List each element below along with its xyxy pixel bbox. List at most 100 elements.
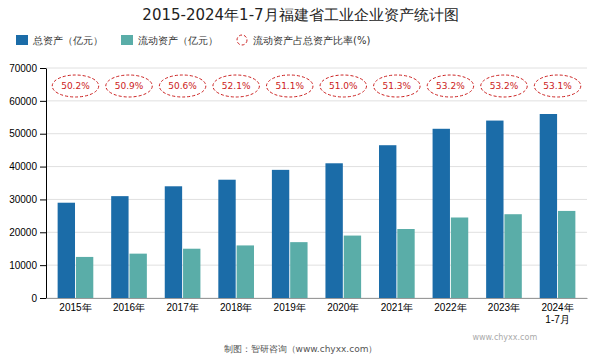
y-tick-label: 70000 [9,63,37,74]
bar [165,186,182,298]
x-tick: 2021年 [381,302,413,313]
bar [272,170,289,298]
y-tick-label: 20000 [9,227,37,238]
ratio-ellipse [320,75,366,97]
y-tick-mark [40,265,46,266]
y-tick-label: 0 [31,293,37,304]
bar [111,196,128,298]
x-tick-label: 2022年 [434,302,466,313]
y-tick: 0 [31,293,46,304]
x-tick-label: 2015年 [59,302,91,313]
ratio-label: 50.2% [61,81,90,91]
y-tick-mark [40,101,46,102]
grid-line [46,68,587,69]
x-tick-label: 2016年 [113,302,145,313]
legend-symbol [121,35,133,45]
ratio-ellipse [534,75,580,97]
legend-item: 流动资产占总资产比率(%) [237,35,370,46]
ratio-label: 53.1% [543,81,572,91]
y-tick-mark [40,134,46,135]
ratio-label: 50.9% [115,81,144,91]
x-tick: 2023年 [488,302,520,313]
y-tick-mark [40,298,46,299]
bar [486,121,503,298]
legend-symbol [237,35,247,45]
y-tick: 50000 [9,128,46,139]
bar [558,211,575,298]
x-tick-label: 2024年1-7月 [541,302,573,325]
ratio-label: 53.2% [436,81,465,91]
grid-line [46,100,587,101]
bar [433,129,450,298]
bar [76,257,93,298]
ratio-labels: 50.2%50.9%50.6%52.1%51.1%51.0%51.3%53.2%… [52,75,581,97]
y-tick: 30000 [9,194,46,205]
x-tick-label: 2019年 [274,302,306,313]
bar [504,214,521,298]
x-tick: 2020年 [327,302,359,313]
bar [379,145,396,298]
y-tick-mark [40,68,46,69]
watermark: www.chyxx.com [472,333,537,342]
ratio-ellipse [481,75,527,97]
ratio-label: 51.0% [329,81,358,91]
x-axis: 2015年 2016年 2017年 2018年 2019年 2020年 2021年 2022年… [47,299,588,325]
legend-label: 流动资产占总资产比率(%) [253,35,370,46]
y-axis: 0 10000 20000 30000 40000 50000 60000 70000 [9,63,46,304]
grid-line [46,166,587,167]
chart: 2015-2024年1-7月福建省工业企业资产统计图01000020000300… [0,0,601,356]
bar-series [58,114,557,298]
ratio-label: 52.1% [222,81,251,91]
grid [46,68,587,298]
x-tick: 2017年 [166,302,198,313]
y-tick: 70000 [9,63,46,74]
legend-label: 流动资产（亿元） [138,35,218,46]
y-tick-mark [40,232,46,233]
x-tick-label: 2023年 [488,302,520,313]
ratio-ellipse [374,75,420,97]
bar [397,229,414,298]
bar [540,114,557,298]
bar [344,236,361,298]
x-axis-line [47,298,588,299]
y-tick: 20000 [9,227,46,238]
x-tick: 2019年 [274,302,306,313]
bar-series [76,211,575,298]
x-tick-label: 2018年 [220,302,252,313]
y-tick: 10000 [9,260,46,271]
legend-item: 流动资产（亿元） [121,35,218,46]
y-tick: 40000 [9,161,46,172]
y-tick-mark [40,167,46,168]
bar [183,249,200,298]
x-tick-label: 2020年 [327,302,359,313]
plot: 0 10000 20000 30000 40000 50000 60000 70000 2015… [9,63,587,325]
y-axis-line [46,69,47,299]
grid-line [46,133,587,134]
bar [325,163,342,298]
x-tick: 2015年 [59,302,91,313]
ratio-ellipse [427,75,473,97]
footer: 制图：智研咨询（www.chyxx.com） [224,344,378,354]
bar [218,180,235,298]
ratio-ellipse [106,75,152,97]
bar [451,218,468,299]
legend-item: 总资产（亿元） [16,35,103,46]
y-tick: 60000 [9,96,46,107]
y-tick-label: 40000 [9,161,37,172]
bar [58,203,75,298]
x-tick-label: 2021年 [381,302,413,313]
x-tick: 2016年 [113,302,145,313]
x-tick: 2024年1-7月 [541,302,573,325]
y-tick-mark [40,199,46,200]
ratio-ellipse [52,75,98,97]
bar [129,254,146,298]
x-tick: 2022年 [434,302,466,313]
bar [237,245,254,298]
ratio-ellipse [213,75,259,97]
bar [290,242,307,298]
legend-label: 总资产（亿元） [32,35,103,46]
x-tick-label: 2017年 [166,302,198,313]
ratio-label: 53.2% [490,81,519,91]
ratio-ellipse [159,75,205,97]
legend: 总资产（亿元） 流动资产（亿元） 流动资产占总资产比率(%) [16,35,370,46]
